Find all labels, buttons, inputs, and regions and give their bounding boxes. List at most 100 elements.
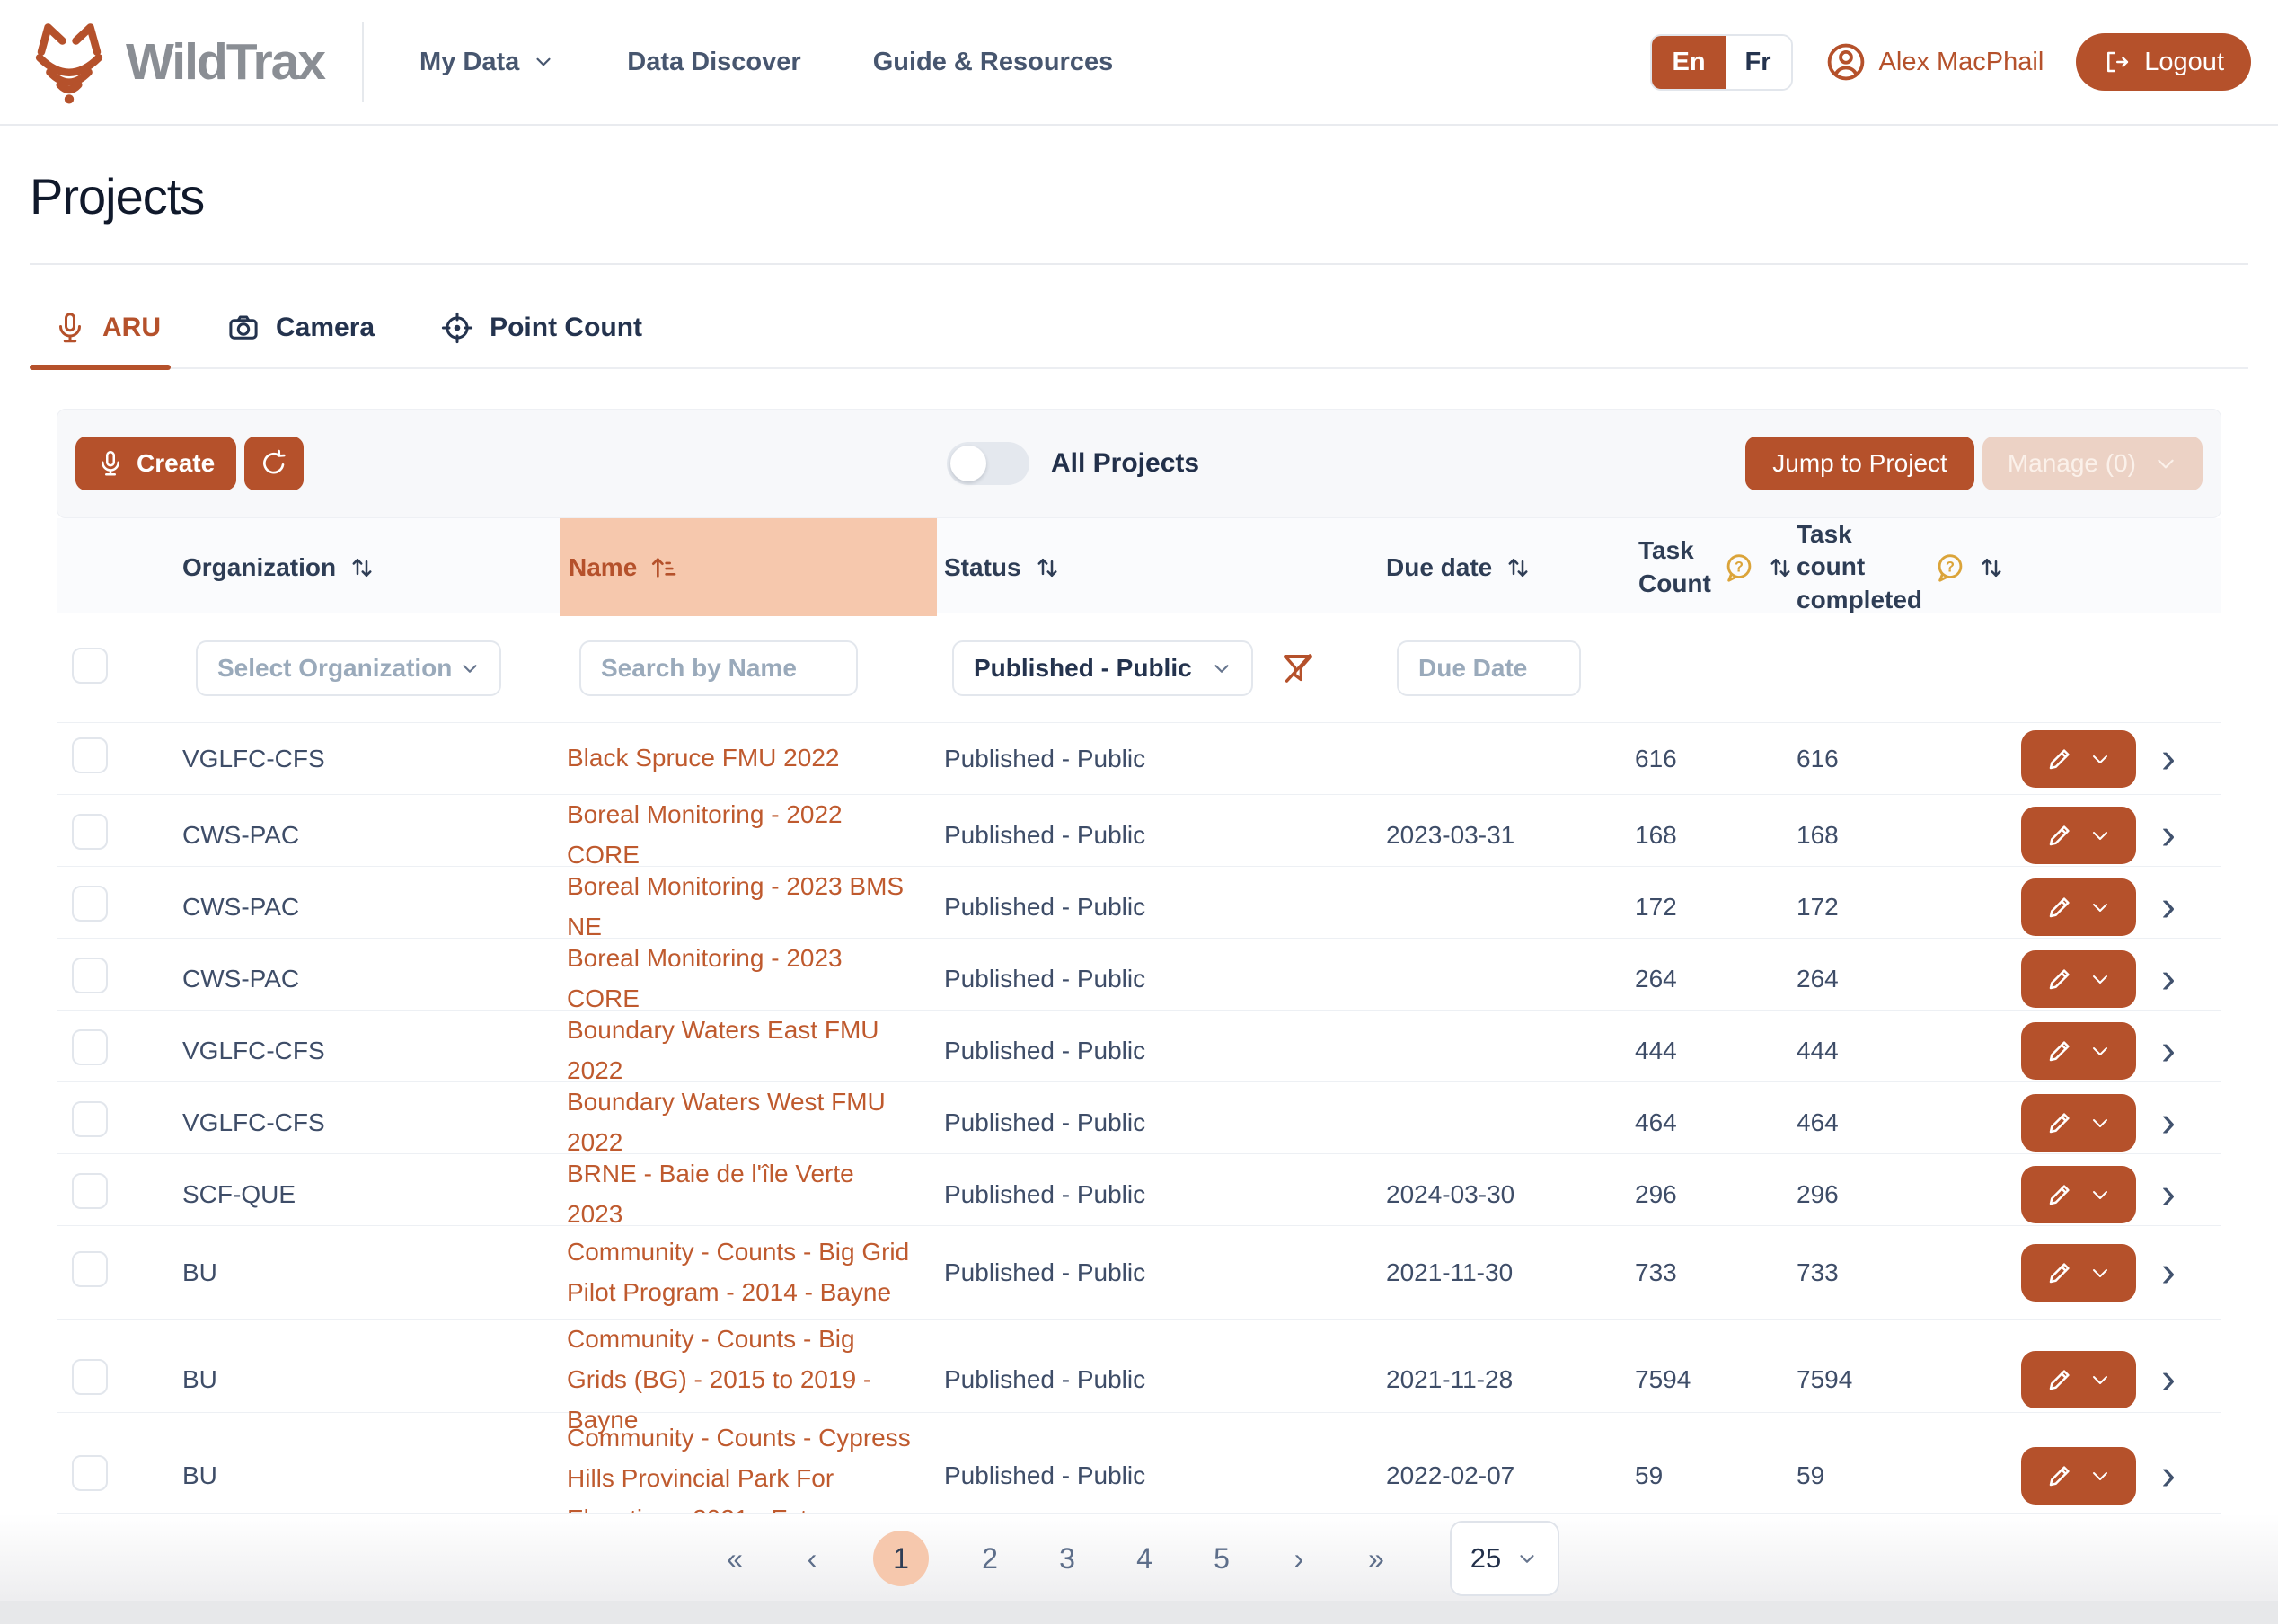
chevron-right-icon[interactable]: › xyxy=(2161,1355,2176,1404)
edit-project-button[interactable] xyxy=(2021,1351,2136,1409)
nav-data-discover[interactable]: Data Discover xyxy=(627,48,800,77)
sort-icon[interactable] xyxy=(1978,554,2005,581)
jump-to-project-button[interactable]: Jump to Project xyxy=(1745,437,1974,490)
sort-ascending-icon[interactable] xyxy=(649,553,678,582)
chevron-right-icon[interactable]: › xyxy=(2161,1098,2176,1146)
page-button-5[interactable]: 5 xyxy=(1214,1541,1230,1575)
due-date-filter-input[interactable] xyxy=(1397,640,1581,696)
page-size-select[interactable]: 25 xyxy=(1450,1521,1559,1596)
create-project-button[interactable]: Create xyxy=(75,437,237,490)
row-checkbox[interactable] xyxy=(72,958,108,994)
row-checkbox[interactable] xyxy=(72,1029,108,1066)
column-header-task-count[interactable]: Task Count ? xyxy=(1617,534,1790,600)
edit-project-button[interactable] xyxy=(2021,1165,2136,1223)
tab-point-count[interactable]: Point Count xyxy=(441,312,642,344)
organization-filter-select[interactable]: Select Organization xyxy=(196,640,501,696)
project-name-link[interactable]: Black Spruce FMU 2022 xyxy=(567,744,840,772)
column-header-organization[interactable]: Organization xyxy=(119,553,560,582)
row-checkbox[interactable] xyxy=(72,1358,108,1395)
project-name-link[interactable]: Boundary Waters West FMU 2022 xyxy=(567,1088,886,1156)
user-menu[interactable]: Alex MacPhail xyxy=(1825,41,2044,83)
refresh-button[interactable] xyxy=(244,437,305,490)
edit-project-button[interactable] xyxy=(2021,806,2136,864)
row-checkbox[interactable] xyxy=(72,1251,108,1287)
project-name-link[interactable]: Community - Counts - Big Grid Pilot Prog… xyxy=(567,1237,910,1306)
project-name-link[interactable]: Boreal Monitoring - 2022 CORE xyxy=(567,800,843,869)
table-row: BU Community - Counts - Cypress Hills Pr… xyxy=(57,1413,2221,1514)
status-cell: Published - Public xyxy=(944,744,1146,772)
help-icon[interactable]: ? xyxy=(1724,552,1754,583)
next-page-button[interactable]: › xyxy=(1294,1541,1304,1575)
lang-en-button[interactable]: En xyxy=(1652,35,1726,89)
edit-project-button[interactable] xyxy=(2021,949,2136,1008)
clear-filter-icon[interactable] xyxy=(1280,650,1316,686)
chevron-right-icon[interactable]: › xyxy=(2161,810,2176,859)
column-header-name[interactable]: Name xyxy=(560,518,937,617)
name-search-input[interactable] xyxy=(579,640,858,696)
table-row: SCF-QUE BRNE - Baie de l'île Verte 2023 … xyxy=(57,1154,2221,1228)
project-name-link[interactable]: Boreal Monitoring - 2023 BMS NE xyxy=(567,872,905,940)
help-icon[interactable]: ? xyxy=(1935,552,1965,583)
page-button-3[interactable]: 3 xyxy=(1059,1541,1075,1575)
prev-page-button[interactable]: ‹ xyxy=(807,1541,817,1575)
page-button-1[interactable]: 1 xyxy=(873,1531,929,1586)
nav-my-data[interactable]: My Data xyxy=(419,48,555,77)
row-checkbox[interactable] xyxy=(72,737,108,773)
project-name-link[interactable]: Boundary Waters East FMU 2022 xyxy=(567,1016,879,1084)
select-all-checkbox[interactable] xyxy=(72,648,108,684)
chevron-right-icon[interactable]: › xyxy=(2161,954,2176,1002)
column-header-status[interactable]: Status xyxy=(937,553,1368,582)
page-button-4[interactable]: 4 xyxy=(1136,1541,1152,1575)
all-projects-toggle[interactable] xyxy=(947,442,1029,485)
edit-project-button[interactable] xyxy=(2021,878,2136,936)
chevron-right-icon[interactable]: › xyxy=(2161,1169,2176,1218)
sort-icon[interactable] xyxy=(1034,554,1061,581)
manage-button[interactable]: Manage (0) xyxy=(1982,437,2203,490)
task-count-cell: 172 xyxy=(1635,892,1677,921)
project-name-link[interactable]: Community - Counts - Cypress Hills Provi… xyxy=(567,1424,911,1513)
column-header-due-date[interactable]: Due date xyxy=(1368,553,1617,582)
last-page-button[interactable]: » xyxy=(1368,1541,1384,1575)
tab-camera[interactable]: Camera xyxy=(227,312,375,344)
sort-icon[interactable] xyxy=(349,554,375,581)
row-checkbox[interactable] xyxy=(72,886,108,922)
row-checkbox[interactable] xyxy=(72,1173,108,1210)
status-filter-select[interactable]: Published - Public xyxy=(952,640,1253,696)
project-name-link[interactable]: Boreal Monitoring - 2023 CORE xyxy=(567,944,843,1012)
project-name-link[interactable]: Community - Counts - Big Grids (BG) - 20… xyxy=(567,1325,872,1434)
task-count-completed-cell: 172 xyxy=(1797,892,1839,921)
task-count-cell: 7594 xyxy=(1635,1365,1691,1394)
task-count-completed-cell: 464 xyxy=(1797,1108,1839,1136)
first-page-button[interactable]: « xyxy=(727,1541,743,1575)
tab-aru[interactable]: ARU xyxy=(54,312,161,344)
header-divider xyxy=(362,22,365,102)
edit-project-button[interactable] xyxy=(2021,1021,2136,1080)
chevron-right-icon[interactable]: › xyxy=(2161,1452,2176,1500)
edit-project-button[interactable] xyxy=(2021,1243,2136,1302)
lang-fr-button[interactable]: Fr xyxy=(1725,35,1791,89)
wildtrax-logo[interactable]: WildTrax xyxy=(27,20,326,104)
sort-icon[interactable] xyxy=(1767,554,1794,581)
header-right: En Fr Alex MacPhail xyxy=(1650,33,2251,91)
project-name-link[interactable]: BRNE - Baie de l'île Verte 2023 xyxy=(567,1160,854,1228)
edit-project-button[interactable] xyxy=(2021,1093,2136,1152)
edit-project-button[interactable] xyxy=(2021,729,2136,788)
sort-icon[interactable] xyxy=(1505,554,1532,581)
fox-logo-icon xyxy=(35,23,103,104)
chevron-right-icon[interactable]: › xyxy=(2161,882,2176,931)
task-count-cell: 264 xyxy=(1635,964,1677,993)
toolbar-right: Jump to Project Manage (0) xyxy=(1745,437,2203,490)
page-size-value: 25 xyxy=(1470,1542,1502,1574)
edit-project-button[interactable] xyxy=(2021,1447,2136,1505)
row-checkbox[interactable] xyxy=(72,814,108,851)
column-header-task-count-completed[interactable]: Task count completed ? xyxy=(1761,518,2003,616)
row-checkbox[interactable] xyxy=(72,1101,108,1138)
organization-cell: VGLFC-CFS xyxy=(182,1108,325,1136)
row-checkbox[interactable] xyxy=(72,1454,108,1491)
chevron-right-icon[interactable]: › xyxy=(2161,1026,2176,1074)
nav-guide-resources[interactable]: Guide & Resources xyxy=(873,48,1114,77)
chevron-right-icon[interactable]: › xyxy=(2161,734,2176,782)
logout-button[interactable]: Logout xyxy=(2076,33,2251,91)
page-button-2[interactable]: 2 xyxy=(982,1541,998,1575)
chevron-right-icon[interactable]: › xyxy=(2161,1248,2176,1296)
